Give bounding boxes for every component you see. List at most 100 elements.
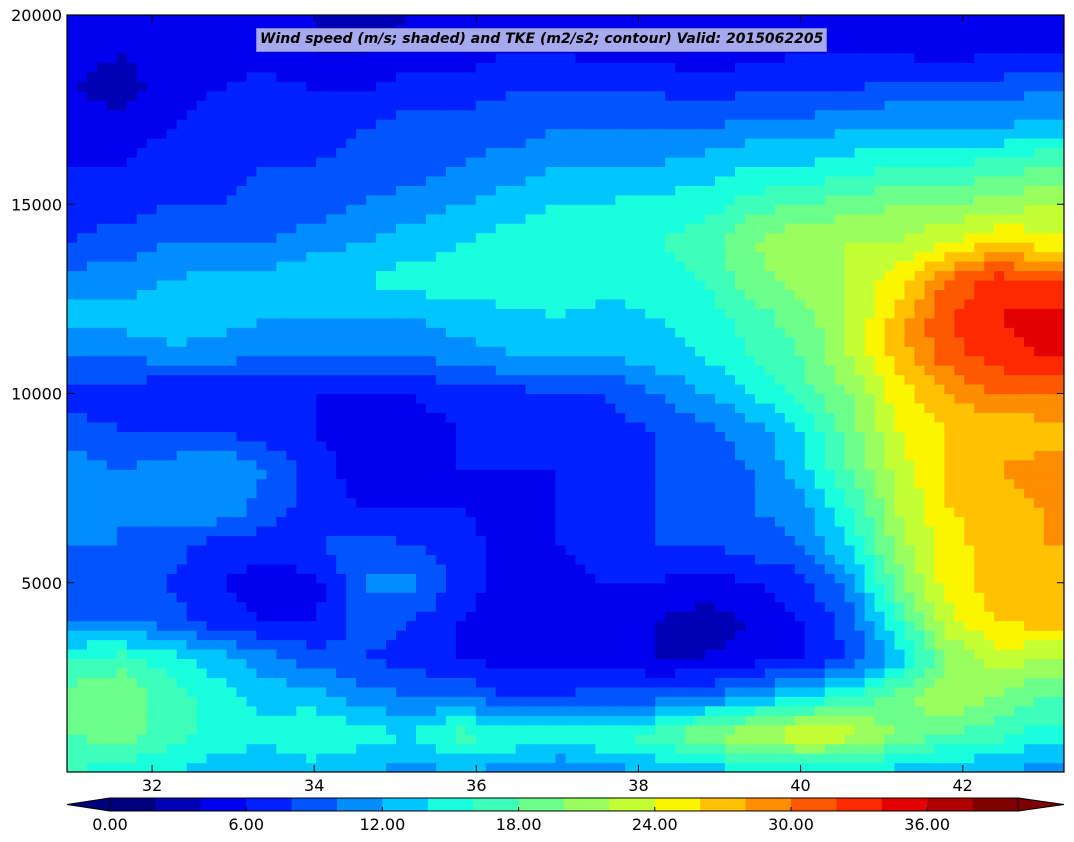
heatmap-cell <box>166 421 178 432</box>
heatmap-cell <box>136 402 148 414</box>
heatmap-cell <box>86 317 98 328</box>
heatmap-cell <box>615 516 626 527</box>
heatmap-cell <box>196 355 208 366</box>
heatmap-cell <box>445 440 457 451</box>
heatmap-cell <box>675 658 686 669</box>
heatmap-cell <box>326 393 337 404</box>
heatmap-cell <box>346 421 357 432</box>
heatmap-cell <box>186 365 198 376</box>
heatmap-cell <box>86 592 98 603</box>
heatmap-cell <box>186 402 198 414</box>
heatmap-cell <box>655 630 666 641</box>
heatmap-cell <box>1024 762 1035 772</box>
heatmap-cell <box>864 696 876 707</box>
heatmap-cell <box>1024 743 1035 754</box>
heatmap-cell <box>754 516 766 527</box>
heatmap-cell <box>136 516 148 527</box>
heatmap-cell <box>635 535 646 546</box>
heatmap-cell <box>246 298 258 309</box>
heatmap-cell <box>545 516 557 527</box>
heatmap-cell <box>116 573 128 584</box>
heatmap-cell <box>934 440 945 451</box>
heatmap-cell <box>585 525 597 537</box>
heatmap-cell <box>186 440 198 451</box>
heatmap-cell <box>625 630 636 641</box>
heatmap-cell <box>67 355 78 366</box>
heatmap-cell <box>86 563 98 574</box>
heatmap-cell <box>914 450 926 461</box>
heatmap-cell <box>435 516 447 527</box>
heatmap-cell <box>186 298 198 309</box>
heatmap-cell <box>595 724 606 735</box>
heatmap-cell <box>336 753 347 764</box>
heatmap-cell <box>206 478 218 489</box>
heatmap-cell <box>994 677 1005 688</box>
heatmap-cell <box>665 412 676 423</box>
heatmap-cell <box>425 762 437 772</box>
heatmap-cell <box>625 667 636 678</box>
heatmap-cell <box>784 421 796 432</box>
heatmap-cell <box>216 516 228 527</box>
heatmap-cell <box>186 412 198 423</box>
heatmap-cell <box>715 592 726 603</box>
heatmap-cell <box>725 535 736 546</box>
heatmap-cell <box>874 620 886 631</box>
heatmap-cell <box>296 507 307 518</box>
heatmap-cell <box>914 440 926 451</box>
heatmap-cell <box>356 412 367 423</box>
heatmap-cell <box>246 544 258 555</box>
heatmap-cell <box>1034 762 1045 772</box>
heatmap-cell <box>575 601 587 612</box>
heatmap-cell <box>964 611 975 622</box>
heatmap-cell <box>146 478 158 489</box>
heatmap-cell <box>535 696 547 707</box>
heatmap-cell <box>954 573 965 584</box>
heatmap-cell <box>675 412 686 423</box>
heatmap-cell <box>705 497 716 508</box>
heatmap-cell <box>76 497 88 508</box>
heatmap-cell <box>435 582 447 593</box>
heatmap-cell <box>206 544 218 555</box>
heatmap-cell <box>854 365 866 376</box>
heatmap-cell <box>405 440 417 451</box>
heatmap-cell <box>565 743 577 754</box>
heatmap-cell <box>126 762 138 772</box>
heatmap-cell <box>336 611 347 622</box>
heatmap-cell <box>535 355 547 366</box>
heatmap-cell <box>1014 412 1025 423</box>
heatmap-cell <box>76 298 88 309</box>
heatmap-cell <box>665 507 676 518</box>
heatmap-cell <box>266 317 277 328</box>
heatmap-cell <box>794 582 806 593</box>
heatmap-cell <box>585 554 597 565</box>
heatmap-cell <box>645 544 656 555</box>
heatmap-cell <box>475 497 487 508</box>
heatmap-cell <box>715 554 726 565</box>
heatmap-cell <box>794 753 806 764</box>
heatmap-cell <box>645 317 656 328</box>
heatmap-cell <box>67 374 78 385</box>
heatmap-cell <box>276 478 287 489</box>
heatmap-cell <box>774 355 786 366</box>
heatmap-cell <box>396 686 407 697</box>
heatmap-cell <box>346 743 357 754</box>
heatmap-cell <box>495 715 507 726</box>
heatmap-cell <box>386 734 397 745</box>
heatmap-cell <box>555 705 567 716</box>
heatmap-cell <box>764 686 776 697</box>
heatmap-cell <box>675 573 686 584</box>
heatmap-cell <box>635 450 646 461</box>
heatmap-cell <box>186 696 198 707</box>
heatmap-cell <box>525 535 537 546</box>
heatmap-cell <box>864 743 876 754</box>
heatmap-cell <box>386 308 397 319</box>
heatmap-cell <box>86 478 98 489</box>
heatmap-cell <box>725 459 736 470</box>
heatmap-cell <box>346 365 357 376</box>
heatmap-cell <box>445 469 457 480</box>
heatmap-cell <box>944 488 955 499</box>
heatmap-cell <box>715 516 726 527</box>
heatmap-cell <box>186 535 198 546</box>
heatmap-cell <box>924 317 935 328</box>
heatmap-cell <box>96 535 108 546</box>
